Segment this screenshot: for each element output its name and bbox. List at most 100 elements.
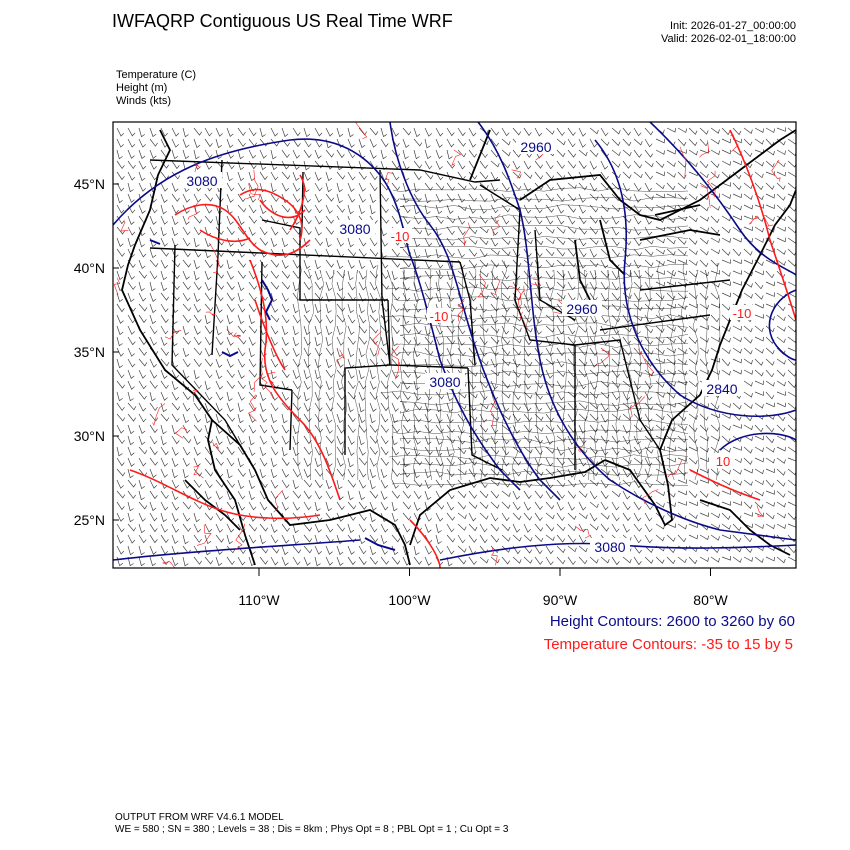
wind-barb xyxy=(534,391,543,400)
longitude-axis: 110°W 100°W 90°W 80°W xyxy=(238,568,728,608)
wind-barb xyxy=(314,358,322,369)
wind-barb xyxy=(545,127,555,135)
wind-barb xyxy=(556,325,565,335)
latitude-tick-label: 30°N xyxy=(74,428,105,444)
wind-barb xyxy=(699,292,709,301)
wind-barb xyxy=(501,292,511,300)
wind-barb xyxy=(589,160,597,170)
wind-barb xyxy=(567,215,576,225)
wind-barb xyxy=(336,237,344,247)
wind-barb xyxy=(182,204,190,214)
wind-barb xyxy=(391,303,400,313)
wind-barb xyxy=(677,358,687,365)
wind-barb xyxy=(633,171,643,179)
init-time: Init: 2026-01-27_00:00:00 xyxy=(670,20,796,32)
wind-barb xyxy=(490,446,500,455)
wind-barb xyxy=(732,160,742,166)
wind-barb xyxy=(545,204,554,213)
wind-barb xyxy=(534,160,543,169)
wind-barb xyxy=(501,479,511,488)
wind-barb xyxy=(721,435,731,443)
wind-barb xyxy=(325,248,333,258)
wind-barb xyxy=(633,446,643,455)
wind-barb xyxy=(116,523,125,533)
wind-barb xyxy=(523,336,532,346)
wind-barb xyxy=(237,193,246,203)
wind-barb xyxy=(358,369,365,380)
wind-barb xyxy=(248,149,257,159)
wind-barb xyxy=(226,468,233,479)
wind-barb xyxy=(182,259,192,268)
temperature-contour-segment xyxy=(253,357,263,392)
wind-barb xyxy=(380,391,389,400)
wind-barb xyxy=(710,369,720,376)
wind-barb xyxy=(743,248,753,256)
wind-barb xyxy=(391,490,400,499)
wind-barb xyxy=(699,237,709,245)
wind-barb xyxy=(732,479,742,486)
variable-winds: Winds (kts) xyxy=(116,95,171,107)
wind-barb xyxy=(644,347,654,355)
wind-barb xyxy=(303,501,312,511)
wind-barb xyxy=(391,424,400,433)
wind-barb xyxy=(468,149,477,158)
wind-barb xyxy=(391,380,401,389)
temperature-contour-segment xyxy=(748,215,760,225)
wind-barb xyxy=(336,193,343,204)
wind-barb xyxy=(468,391,478,399)
wind-barb xyxy=(446,556,453,567)
wind-barb xyxy=(490,501,500,509)
wind-barb xyxy=(160,490,169,499)
wind-barb xyxy=(688,545,698,553)
wind-barb xyxy=(182,325,189,336)
wind-barb xyxy=(259,402,267,413)
wind-barb xyxy=(633,545,642,554)
wind-barb xyxy=(281,237,289,248)
temperature-contour-segment xyxy=(390,346,399,380)
wind-barb xyxy=(666,347,676,354)
wind-barb xyxy=(424,391,433,401)
wind-barb xyxy=(479,138,489,146)
county-line xyxy=(400,269,406,481)
wind-barb xyxy=(721,204,731,210)
wind-barb xyxy=(127,523,137,532)
wind-barb xyxy=(743,347,753,355)
wind-barb xyxy=(512,149,522,158)
wind-barb xyxy=(336,501,345,511)
wind-barb xyxy=(490,523,500,532)
wind-barb xyxy=(380,446,389,456)
wind-barb xyxy=(490,259,500,268)
wind-barb xyxy=(369,292,378,302)
wind-barb xyxy=(479,534,488,544)
wind-barb xyxy=(127,446,135,456)
wind-barb xyxy=(589,413,599,422)
wind-barb xyxy=(512,182,522,191)
wind-barb xyxy=(336,314,346,323)
wind-barb xyxy=(501,237,511,245)
wind-barb xyxy=(226,303,235,313)
wind-barb xyxy=(512,160,521,170)
wind-barb xyxy=(402,457,409,468)
wind-barb xyxy=(721,270,731,277)
wind-barb xyxy=(545,512,555,520)
wind-barb xyxy=(622,226,632,234)
wind-barb xyxy=(127,479,137,488)
wind-barb xyxy=(303,490,312,500)
wind-barb xyxy=(710,193,720,199)
wind-barb xyxy=(556,226,566,234)
wind-barb xyxy=(655,171,665,177)
wind-barb xyxy=(303,369,310,380)
wind-barb xyxy=(303,270,312,279)
wind-barb xyxy=(754,281,764,290)
wind-barb xyxy=(743,204,753,210)
wind-barb xyxy=(765,325,775,333)
wind-barb xyxy=(149,226,158,236)
latitude-tick-label: 35°N xyxy=(74,344,105,360)
wind-barb xyxy=(666,193,676,198)
wind-barb xyxy=(259,171,268,181)
wind-barb xyxy=(193,369,200,380)
wind-barb xyxy=(743,468,753,474)
wind-barb xyxy=(699,446,709,453)
wind-barb xyxy=(787,347,796,352)
wind-barb xyxy=(160,468,168,478)
